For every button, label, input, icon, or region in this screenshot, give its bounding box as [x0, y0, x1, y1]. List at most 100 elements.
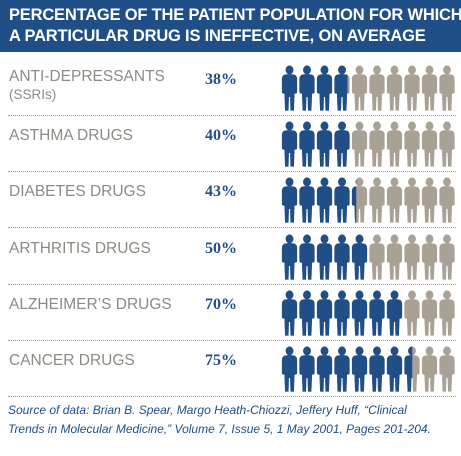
person-icon: [439, 290, 455, 336]
person-icons: [281, 234, 455, 280]
category-label: ANTI-DEPRESSANTS (SSRIs): [9, 68, 199, 104]
person-icon-row: [281, 289, 457, 345]
person-icon: [439, 234, 455, 280]
value-label: 50%: [205, 239, 237, 257]
person-icon: [421, 346, 438, 392]
ineffective-people: [281, 121, 350, 167]
person-icon: [351, 65, 368, 111]
person-icon: [281, 65, 298, 111]
category-label-line-1: ARTHRITIS DRUGS: [9, 239, 151, 257]
person-icon: [316, 177, 333, 223]
person-icon: [421, 121, 438, 167]
person-icon: [351, 290, 368, 336]
source-line-1: Source of data: Brian B. Spear, Margo He…: [8, 403, 407, 417]
person-icon: [421, 177, 438, 223]
person-icon: [299, 290, 315, 336]
category-label-line-1: ANTI-DEPRESSANTS: [9, 68, 165, 85]
person-icon: [281, 234, 298, 280]
person-icon: [386, 290, 403, 336]
category-label-line-1: ASTHMA DRUGS: [9, 127, 134, 145]
person-icon: [334, 290, 350, 336]
person-icon: [369, 177, 385, 223]
person-icon: [299, 234, 315, 280]
person-icon: [404, 121, 420, 167]
person-icon: [404, 290, 420, 336]
category-label: DIABETES DRUGS: [9, 183, 199, 201]
person-icon-row: [281, 64, 457, 120]
chart-row: ALZHEIMER’S DRUGS 70%: [0, 287, 461, 343]
person-icon: [316, 234, 333, 280]
person-icon: [421, 290, 438, 336]
person-icon: [439, 177, 455, 223]
person-icon: [281, 177, 298, 223]
person-icon: [386, 177, 403, 223]
chart-row: DIABETES DRUGS 43%: [0, 174, 461, 230]
source-note: Source of data: Brian B. Spear, Margo He…: [8, 401, 458, 439]
person-icon: [281, 290, 298, 336]
category-label: ASTHMA DRUGS: [9, 127, 199, 145]
person-icon: [351, 121, 368, 167]
row-separator: [8, 339, 456, 341]
person-icon: [281, 346, 298, 392]
person-icon: [351, 180, 357, 223]
ineffective-people: [281, 290, 403, 336]
category-label-line-1: CANCER DRUGS: [9, 352, 135, 369]
value-label: 43%: [205, 183, 237, 201]
row-separator: [8, 283, 456, 285]
chart-row: ANTI-DEPRESSANTS (SSRIs) 38%: [0, 62, 461, 118]
person-icon: [421, 234, 438, 280]
person-icon: [386, 65, 403, 111]
person-icons: [281, 121, 455, 167]
person-icon: [369, 346, 385, 392]
person-icon: [316, 290, 333, 336]
person-icon: [369, 65, 385, 111]
chart-title-line-1: PERCENTAGE OF THE PATIENT POPULATION FOR…: [9, 6, 461, 24]
person-icon: [316, 65, 333, 111]
chart-row: CANCER DRUGS 75%: [0, 343, 461, 399]
category-label-line-1: DIABETES DRUGS: [9, 183, 146, 201]
person-icon: [386, 346, 403, 392]
category-label-line-1: ALZHEIMER’S DRUGS: [9, 295, 172, 313]
person-icons: [281, 346, 455, 392]
person-icon: [439, 346, 455, 392]
person-icon: [439, 65, 455, 111]
person-icon: [404, 177, 420, 223]
person-icon: [316, 121, 333, 167]
chart-title-line-2: A PARTICULAR DRUG IS INEFFECTIVE, ON AVE…: [9, 27, 426, 45]
person-icon: [404, 65, 420, 111]
value-label: 38%: [205, 71, 237, 88]
person-icon: [369, 121, 385, 167]
person-icon: [334, 65, 348, 111]
person-icon: [299, 121, 315, 167]
category-label-line-2: (SSRIs): [9, 87, 57, 102]
row-separator: [8, 396, 456, 397]
row-separator: [8, 171, 456, 173]
ineffective-people: [281, 65, 348, 111]
person-icons: [281, 177, 455, 223]
ineffective-people: [281, 346, 413, 392]
person-icon: [334, 177, 350, 223]
chart-row: ARTHRITIS DRUGS 50%: [0, 231, 461, 287]
chart-row: ASTHMA DRUGS 40%: [0, 118, 461, 174]
person-icon: [334, 346, 350, 392]
person-icon: [299, 346, 315, 392]
person-icon: [386, 234, 403, 280]
person-icon: [334, 121, 350, 167]
person-icon: [404, 346, 413, 392]
person-icon: [386, 121, 403, 167]
person-icon: [369, 234, 385, 280]
category-label: ARTHRITIS DRUGS: [9, 240, 199, 258]
person-icon: [299, 65, 315, 111]
person-icon: [351, 346, 368, 392]
category-label: ALZHEIMER’S DRUGS: [9, 296, 199, 314]
ineffective-people: [281, 234, 368, 280]
person-icon: [316, 346, 333, 392]
chart-header: PERCENTAGE OF THE PATIENT POPULATION FOR…: [0, 0, 461, 52]
value-label: 40%: [205, 127, 237, 145]
person-icon: [369, 290, 385, 336]
person-icon: [421, 65, 438, 111]
person-icon: [281, 121, 298, 167]
ineffective-people: [281, 177, 357, 223]
person-icon-row: [281, 120, 457, 176]
